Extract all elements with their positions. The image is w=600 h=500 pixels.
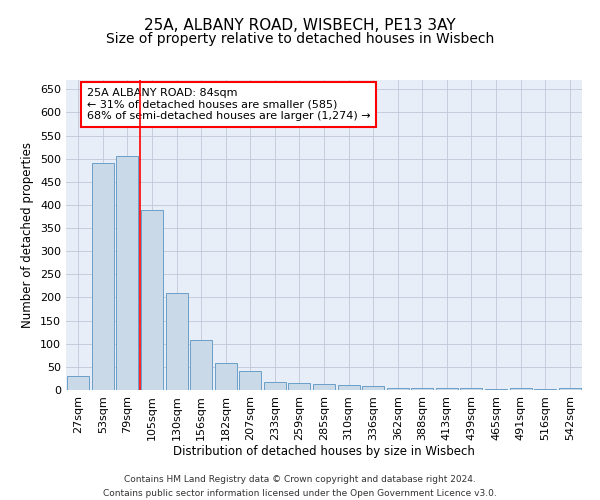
- Bar: [239, 372, 262, 390]
- Bar: [338, 386, 359, 390]
- Bar: [264, 382, 286, 390]
- Bar: [289, 383, 310, 390]
- Bar: [534, 389, 556, 390]
- Text: 25A ALBANY ROAD: 84sqm
← 31% of detached houses are smaller (585)
68% of semi-de: 25A ALBANY ROAD: 84sqm ← 31% of detached…: [86, 88, 370, 121]
- Bar: [386, 388, 409, 390]
- X-axis label: Distribution of detached houses by size in Wisbech: Distribution of detached houses by size …: [173, 446, 475, 458]
- Bar: [559, 388, 581, 390]
- Bar: [411, 388, 433, 390]
- Bar: [313, 384, 335, 390]
- Text: Size of property relative to detached houses in Wisbech: Size of property relative to detached ho…: [106, 32, 494, 46]
- Bar: [92, 164, 114, 390]
- Bar: [436, 388, 458, 390]
- Bar: [166, 293, 188, 390]
- Bar: [509, 388, 532, 390]
- Bar: [116, 156, 139, 390]
- Bar: [460, 388, 482, 390]
- Bar: [362, 386, 384, 390]
- Text: Contains HM Land Registry data © Crown copyright and database right 2024.
Contai: Contains HM Land Registry data © Crown c…: [103, 476, 497, 498]
- Bar: [190, 340, 212, 390]
- Bar: [67, 376, 89, 390]
- Bar: [141, 210, 163, 390]
- Bar: [215, 363, 237, 390]
- Bar: [485, 389, 507, 390]
- Text: 25A, ALBANY ROAD, WISBECH, PE13 3AY: 25A, ALBANY ROAD, WISBECH, PE13 3AY: [144, 18, 456, 32]
- Y-axis label: Number of detached properties: Number of detached properties: [22, 142, 34, 328]
